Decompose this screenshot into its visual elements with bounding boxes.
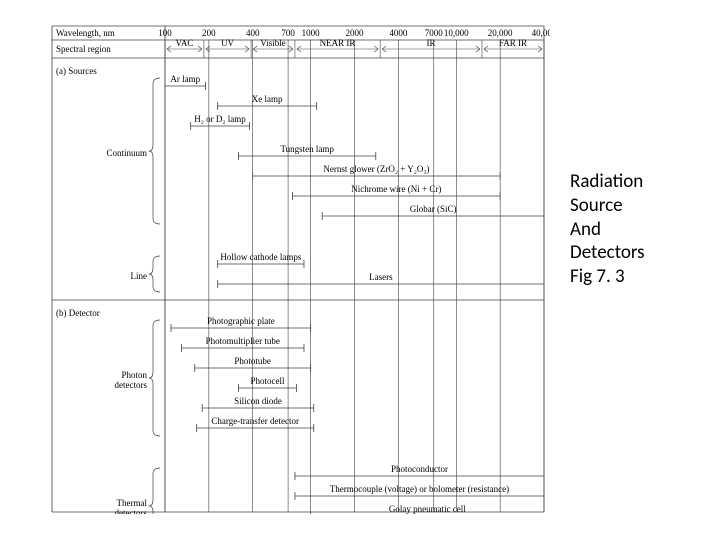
svg-text:detectors: detectors	[115, 508, 148, 514]
svg-text:Nernst glower (ZrO₂ + Y₂O₃): Nernst glower (ZrO₂ + Y₂O₃)	[323, 164, 429, 174]
svg-text:Thermocouple (voltage) or bolo: Thermocouple (voltage) or bolometer (res…	[330, 484, 509, 494]
caption-line: And	[570, 218, 710, 242]
svg-text:Ar lamp: Ar lamp	[170, 74, 200, 84]
svg-text:IR: IR	[427, 38, 436, 48]
svg-text:(a) Sources: (a) Sources	[56, 66, 97, 76]
caption-line: Source	[570, 194, 710, 218]
range-chart: Wavelength, nm Spectral region 100 200 400 70…	[40, 16, 550, 514]
svg-text:Tungsten lamp: Tungsten lamp	[280, 144, 334, 154]
svg-text:Xe lamp: Xe lamp	[252, 94, 283, 104]
svg-text:Nichrome wire (Ni + Cr): Nichrome wire (Ni + Cr)	[351, 184, 441, 194]
svg-text:Globar (SiC): Globar (SiC)	[410, 204, 457, 214]
svg-text:7000: 7000	[425, 28, 444, 38]
svg-text:Silicon diode: Silicon diode	[234, 396, 282, 406]
svg-text:UV: UV	[221, 38, 234, 48]
svg-text:400: 400	[246, 28, 260, 38]
svg-text:FAR IR: FAR IR	[499, 38, 527, 48]
svg-text:4000: 4000	[389, 28, 408, 38]
svg-text:VAC: VAC	[176, 38, 194, 48]
figure-caption: Radiation Source And Detectors Fig 7. 3	[570, 170, 710, 289]
svg-text:Photographic plate: Photographic plate	[207, 316, 275, 326]
svg-text:Photoconductor: Photoconductor	[391, 464, 448, 474]
svg-text:700: 700	[281, 28, 295, 38]
svg-text:Hollow cathode lamps: Hollow cathode lamps	[220, 252, 301, 262]
svg-text:Photon: Photon	[121, 370, 147, 380]
svg-text:Charge-transfer detector: Charge-transfer detector	[211, 416, 299, 426]
caption-line: Radiation	[570, 170, 710, 194]
svg-text:Photocell: Photocell	[251, 376, 285, 386]
svg-text:Photomultiplier tube: Photomultiplier tube	[206, 336, 280, 346]
svg-text:Lasers: Lasers	[369, 272, 393, 282]
svg-text:Line: Line	[131, 271, 148, 281]
svg-text:Golay pneumatic cell: Golay pneumatic cell	[389, 504, 466, 514]
svg-text:Thermal: Thermal	[117, 498, 148, 508]
svg-text:Wavelength, nm: Wavelength, nm	[56, 28, 115, 38]
svg-text:1000: 1000	[302, 28, 321, 38]
page: Wavelength, nm Spectral region 100 200 400 70…	[0, 0, 720, 540]
chart-area: Wavelength, nm Spectral region 100 200 400 70…	[40, 16, 550, 514]
svg-text:100: 100	[158, 28, 172, 38]
svg-text:10,000: 10,000	[444, 28, 469, 38]
svg-text:NEAR IR: NEAR IR	[320, 38, 356, 48]
svg-text:H₂ or D₂ lamp: H₂ or D₂ lamp	[194, 114, 246, 124]
caption-line: Detectors	[570, 241, 710, 265]
svg-text:detectors: detectors	[115, 380, 148, 390]
svg-text:200: 200	[202, 28, 216, 38]
svg-text:(b) Detector: (b) Detector	[56, 308, 100, 318]
svg-text:Continuum: Continuum	[106, 148, 147, 158]
svg-text:2000: 2000	[346, 28, 365, 38]
svg-text:Phototube: Phototube	[234, 356, 271, 366]
svg-text:Spectral region: Spectral region	[56, 44, 111, 54]
svg-text:Visible: Visible	[260, 38, 285, 48]
svg-text:40,000: 40,000	[532, 28, 550, 38]
svg-text:20,000: 20,000	[488, 28, 513, 38]
caption-line: Fig 7. 3	[570, 265, 710, 289]
